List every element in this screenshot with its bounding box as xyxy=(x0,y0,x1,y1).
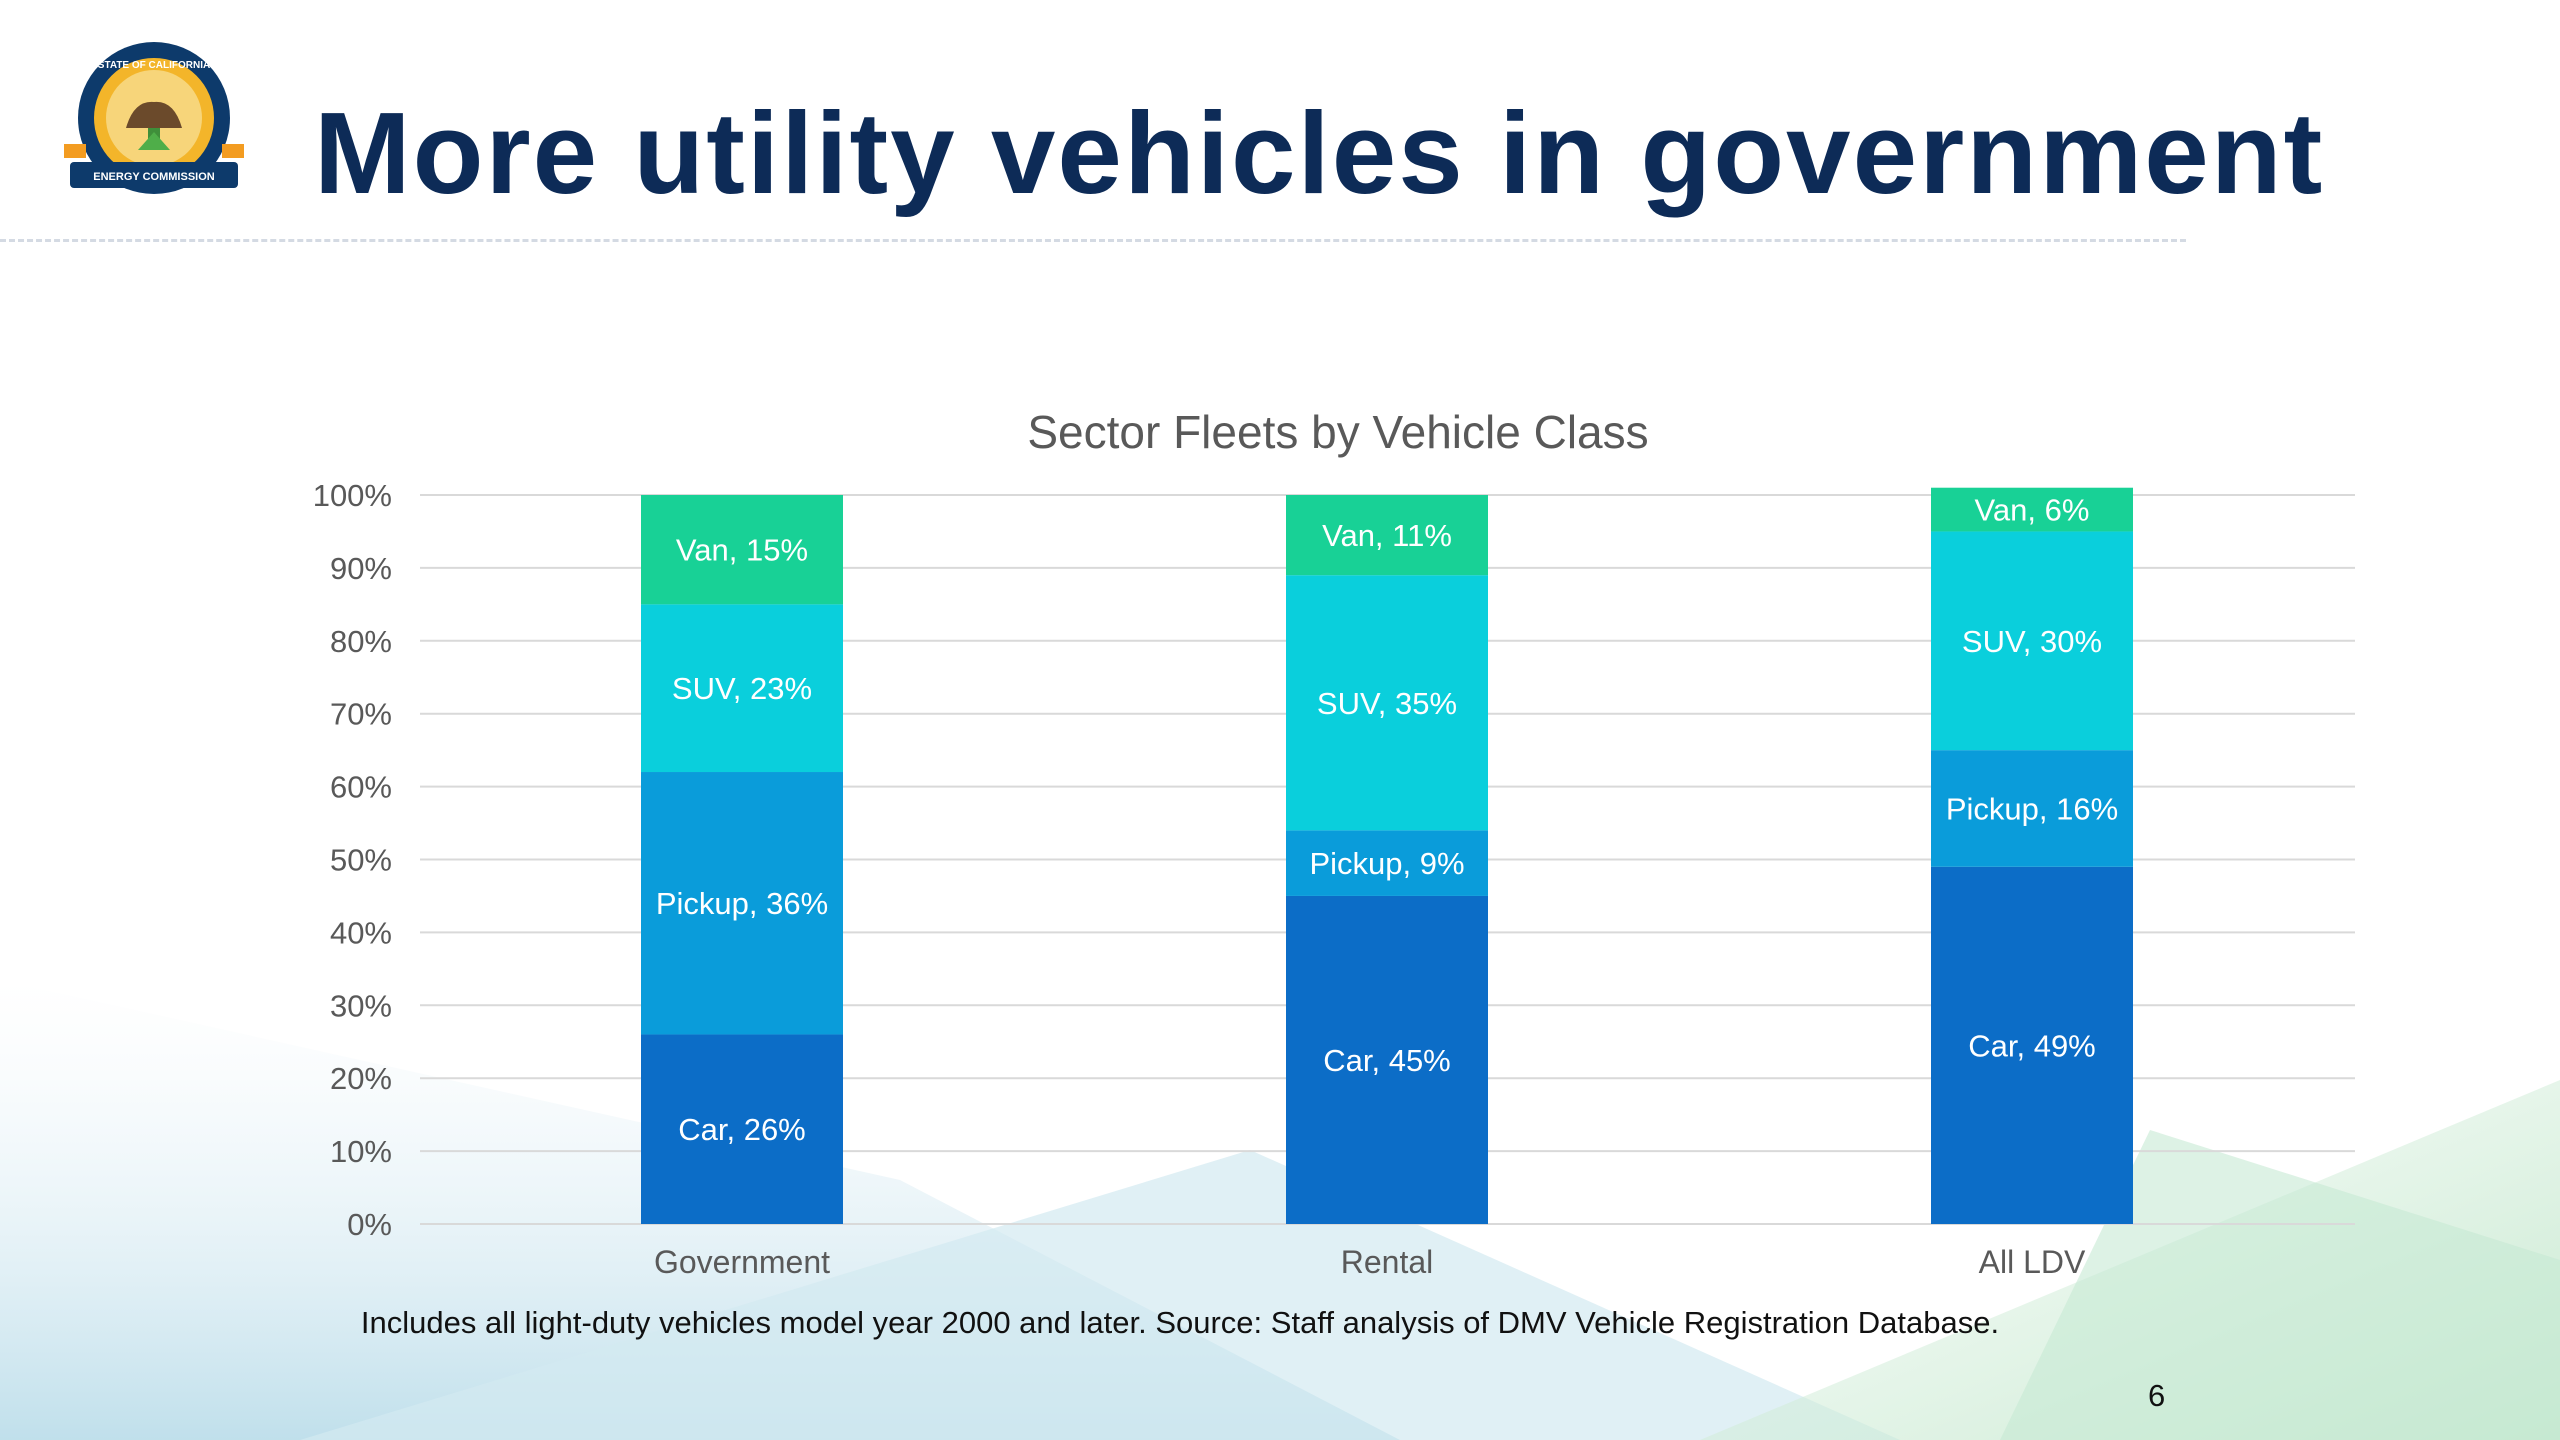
y-tick-label: 90% xyxy=(330,551,392,586)
y-tick-label: 30% xyxy=(330,988,392,1023)
bar-segment-suv xyxy=(1286,575,1488,831)
y-tick-label: 70% xyxy=(330,697,392,732)
page-number: 6 xyxy=(2148,1378,2166,1413)
y-tick-label: 10% xyxy=(330,1134,392,1169)
y-tick-label: 0% xyxy=(347,1207,392,1242)
bar-segment-pickup xyxy=(1931,750,2133,867)
x-tick-label: All LDV xyxy=(1979,1244,2086,1280)
bar-segment-van xyxy=(1931,487,2133,532)
bar-segment-car xyxy=(1931,866,2133,1224)
data-label-car: Car, 45% xyxy=(1323,1043,1451,1078)
logo-text-bottom: ENERGY COMMISSION xyxy=(93,171,214,183)
data-label-pickup: Pickup, 16% xyxy=(1946,791,2118,826)
x-tick-label: Rental xyxy=(1341,1244,1434,1280)
y-axis-ticks: 0% 10% 20% 30% 40% 50% 60% 70% 80% 90% 100% xyxy=(313,478,392,1242)
data-label-pickup: Pickup, 36% xyxy=(656,886,828,921)
data-label-suv: SUV, 35% xyxy=(1317,686,1457,721)
data-label-pickup: Pickup, 9% xyxy=(1309,846,1464,881)
slide-title: More utility vehicles in government xyxy=(314,88,2325,218)
bar-segment-car xyxy=(1286,895,1488,1224)
energy-commission-seal-logo: ENERGY COMMISSION STATE OF CALIFORNIA xyxy=(64,42,244,194)
y-tick-label: 60% xyxy=(330,770,392,805)
bg-shape-mid xyxy=(300,1150,1900,1440)
x-tick-label: Government xyxy=(654,1244,830,1280)
bar-segment-suv xyxy=(1931,531,2133,751)
y-tick-label: 50% xyxy=(330,843,392,878)
bg-shape-right-2 xyxy=(2000,1130,2560,1440)
bar-segment-car xyxy=(641,1034,843,1224)
bar-segment-van xyxy=(1286,495,1488,576)
x-axis-ticks: Government Rental All LDV xyxy=(654,1244,2086,1280)
data-label-van: Van, 11% xyxy=(1322,518,1452,553)
bar-segment-van xyxy=(641,495,843,605)
y-tick-label: 80% xyxy=(330,624,392,659)
data-labels: Car, 26% Pickup, 36% SUV, 23% Van, 15% Car, … xyxy=(656,493,2118,1148)
chart-title: Sector Fleets by Vehicle Class xyxy=(1027,406,1648,458)
bar-segment-pickup xyxy=(641,772,843,1035)
data-label-suv: SUV, 23% xyxy=(672,671,812,706)
y-tick-label: 100% xyxy=(313,478,392,513)
data-label-car: Car, 49% xyxy=(1968,1028,2096,1063)
data-label-car: Car, 26% xyxy=(678,1112,806,1147)
bar-segment-suv xyxy=(641,604,843,773)
logo-text-top: STATE OF CALIFORNIA xyxy=(98,60,210,71)
data-label-van: Van, 6% xyxy=(1975,493,2090,528)
title-divider xyxy=(0,239,2186,242)
data-label-van: Van, 15% xyxy=(676,533,808,568)
y-tick-label: 40% xyxy=(330,915,392,950)
footnote: Includes all light-duty vehicles model y… xyxy=(360,1305,2000,1340)
bars xyxy=(641,487,2133,1224)
y-tick-label: 20% xyxy=(330,1061,392,1096)
bar-segment-pickup xyxy=(1286,830,1488,896)
data-label-suv: SUV, 30% xyxy=(1962,624,2102,659)
